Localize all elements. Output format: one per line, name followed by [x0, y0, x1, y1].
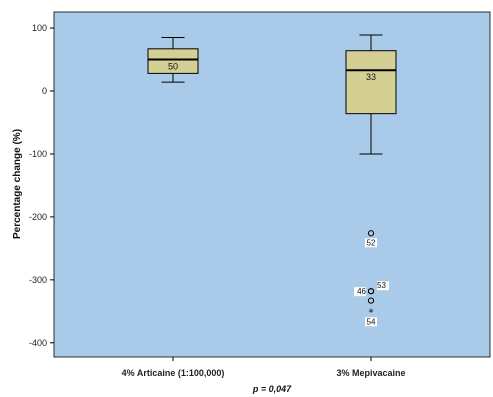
outlier-label-bg [354, 287, 366, 297]
outlier-circle [367, 230, 375, 237]
box-iqr [147, 48, 199, 74]
x-axis: 4% Articaine (1:100,000) 3% Mepivacaine [122, 357, 406, 378]
y-axis-label: Percentage change (%) [12, 129, 23, 239]
p-value-footnote: p = 0,047 [252, 384, 292, 394]
outlier-circle [367, 297, 375, 304]
outlier-label-bg [377, 281, 389, 291]
x-category-label: 3% Mepivacaine [336, 368, 405, 378]
outlier-label: 46 [357, 287, 366, 296]
outlier-label: 53 [377, 281, 386, 290]
y-tick-label: -200 [29, 212, 47, 222]
outlier-label-bg [365, 238, 377, 248]
y-tick-label: -400 [29, 338, 47, 348]
box-series: 50 33 52 46 53 *54 [147, 34, 397, 327]
median-label: 50 [168, 62, 178, 72]
outlier-label-bg [365, 317, 377, 327]
y-tick-label: 0 [42, 86, 47, 96]
y-tick-label: -300 [29, 275, 47, 285]
extreme-outlier-star: * [369, 307, 374, 318]
outlier-circle [367, 288, 375, 295]
plot-area [53, 11, 491, 358]
y-axis: 100 0 -100 -200 -300 -400 [29, 23, 54, 348]
y-tick-label: -100 [29, 149, 47, 159]
x-category-label: 4% Articaine (1:100,000) [122, 368, 225, 378]
outlier-label: 52 [367, 238, 376, 247]
outlier-label: 54 [367, 317, 376, 326]
median-label: 33 [366, 72, 376, 82]
box-1: 50 [147, 36, 199, 83]
y-tick-label: 100 [32, 23, 47, 33]
box-iqr [345, 50, 397, 115]
box-2: 33 52 46 53 *54 [345, 34, 397, 327]
